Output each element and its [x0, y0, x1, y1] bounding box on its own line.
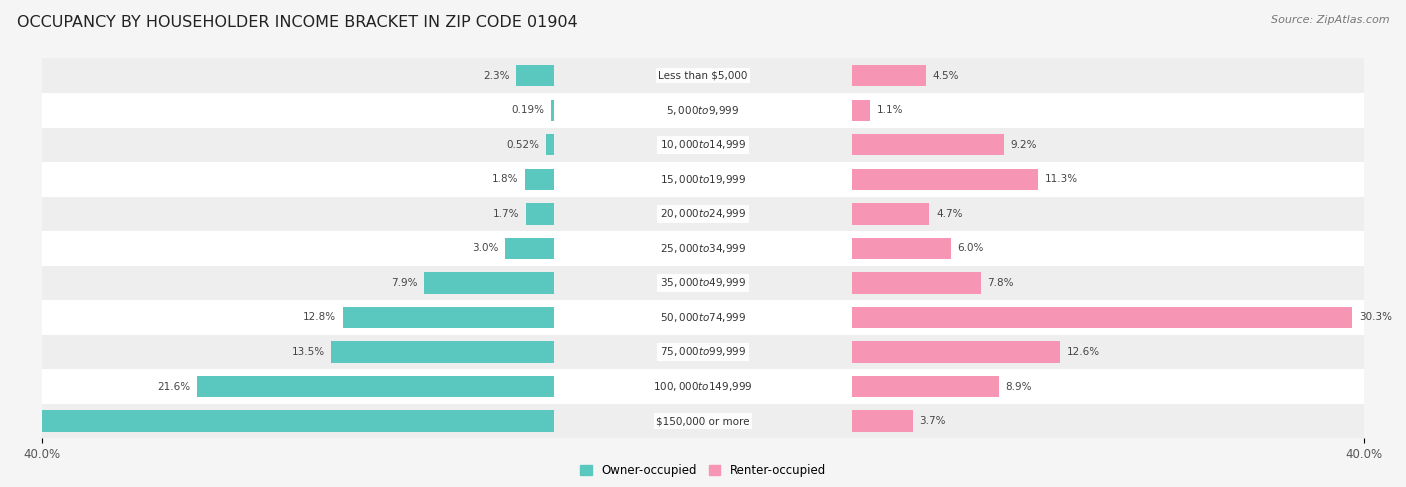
Text: $150,000 or more: $150,000 or more: [657, 416, 749, 426]
Text: $15,000 to $19,999: $15,000 to $19,999: [659, 173, 747, 186]
Bar: [332, 341, 554, 363]
Text: $100,000 to $149,999: $100,000 to $149,999: [654, 380, 752, 393]
Bar: [551, 99, 554, 121]
Bar: [852, 341, 1060, 363]
Text: 3.0%: 3.0%: [472, 244, 498, 253]
Bar: [852, 307, 1353, 328]
Bar: [42, 162, 1364, 197]
Text: 13.5%: 13.5%: [291, 347, 325, 357]
Text: 21.6%: 21.6%: [157, 381, 191, 392]
Bar: [852, 376, 998, 397]
Text: 0.19%: 0.19%: [512, 105, 544, 115]
Bar: [423, 272, 554, 294]
Bar: [42, 335, 1364, 369]
Text: OCCUPANCY BY HOUSEHOLDER INCOME BRACKET IN ZIP CODE 01904: OCCUPANCY BY HOUSEHOLDER INCOME BRACKET …: [17, 15, 578, 30]
Text: 9.2%: 9.2%: [1011, 140, 1036, 150]
Bar: [42, 404, 1364, 438]
Bar: [852, 169, 1039, 190]
Bar: [0, 411, 554, 432]
Bar: [197, 376, 554, 397]
Text: Less than $5,000: Less than $5,000: [658, 71, 748, 81]
Text: 2.3%: 2.3%: [484, 71, 510, 81]
Text: $25,000 to $34,999: $25,000 to $34,999: [659, 242, 747, 255]
Bar: [42, 231, 1364, 265]
Bar: [852, 99, 870, 121]
Text: 3.7%: 3.7%: [920, 416, 946, 426]
Bar: [546, 134, 554, 155]
Bar: [42, 58, 1364, 93]
Text: 11.3%: 11.3%: [1045, 174, 1078, 184]
Bar: [42, 128, 1364, 162]
Text: 4.7%: 4.7%: [936, 209, 963, 219]
Bar: [42, 93, 1364, 128]
Text: Source: ZipAtlas.com: Source: ZipAtlas.com: [1271, 15, 1389, 25]
Text: $20,000 to $24,999: $20,000 to $24,999: [659, 207, 747, 220]
Bar: [852, 134, 1004, 155]
Text: 8.9%: 8.9%: [1005, 381, 1032, 392]
Text: $35,000 to $49,999: $35,000 to $49,999: [659, 277, 747, 289]
Bar: [852, 203, 929, 225]
Bar: [852, 272, 980, 294]
Bar: [42, 265, 1364, 300]
Bar: [852, 65, 927, 86]
Text: 7.8%: 7.8%: [987, 278, 1014, 288]
Text: 7.9%: 7.9%: [391, 278, 418, 288]
Bar: [505, 238, 554, 259]
Text: 0.52%: 0.52%: [506, 140, 538, 150]
Text: 12.8%: 12.8%: [304, 313, 336, 322]
Text: 12.6%: 12.6%: [1066, 347, 1099, 357]
Text: 30.3%: 30.3%: [1358, 313, 1392, 322]
Text: 1.7%: 1.7%: [494, 209, 520, 219]
Bar: [852, 238, 950, 259]
Text: 1.8%: 1.8%: [492, 174, 517, 184]
Bar: [516, 65, 554, 86]
Bar: [526, 203, 554, 225]
Bar: [42, 369, 1364, 404]
Text: 1.1%: 1.1%: [876, 105, 903, 115]
Bar: [42, 197, 1364, 231]
Legend: Owner-occupied, Renter-occupied: Owner-occupied, Renter-occupied: [575, 459, 831, 482]
Text: 6.0%: 6.0%: [957, 244, 984, 253]
Bar: [42, 300, 1364, 335]
Text: $75,000 to $99,999: $75,000 to $99,999: [659, 345, 747, 358]
Text: $5,000 to $9,999: $5,000 to $9,999: [666, 104, 740, 117]
Text: 4.5%: 4.5%: [932, 71, 959, 81]
Bar: [343, 307, 554, 328]
Text: $10,000 to $14,999: $10,000 to $14,999: [659, 138, 747, 151]
Bar: [524, 169, 554, 190]
Bar: [852, 411, 912, 432]
Text: $50,000 to $74,999: $50,000 to $74,999: [659, 311, 747, 324]
